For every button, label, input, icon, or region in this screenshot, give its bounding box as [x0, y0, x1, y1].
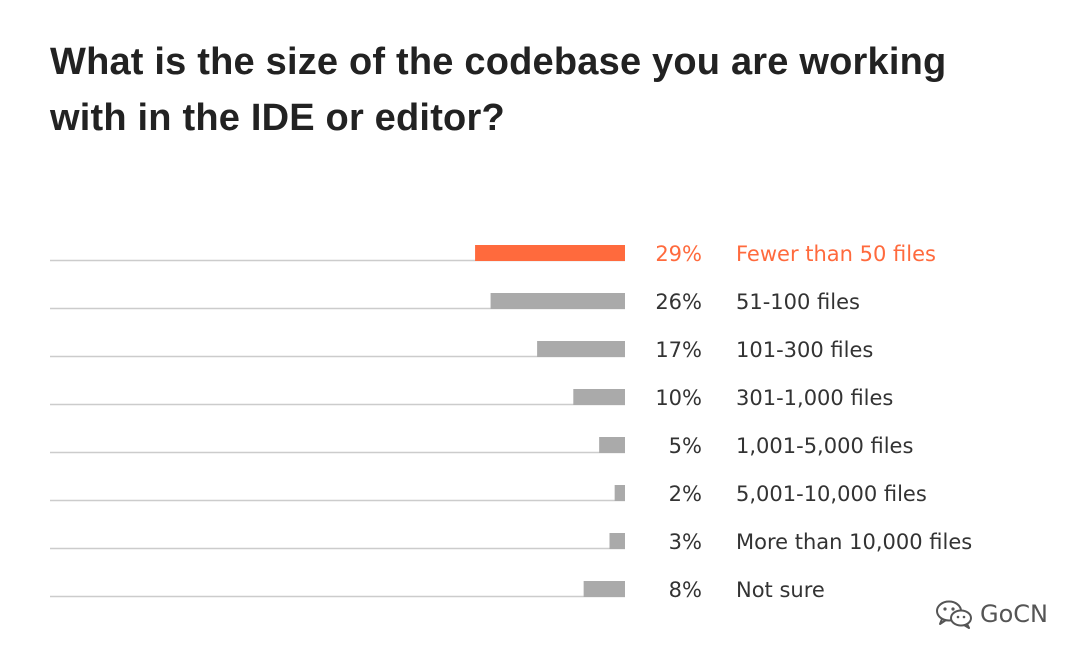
bar — [609, 533, 625, 549]
category-label: 1,001-5,000 files — [736, 434, 913, 458]
bar — [614, 485, 625, 501]
bar — [537, 341, 625, 357]
category-label: More than 10,000 files — [736, 530, 972, 554]
category-label: 101-300 files — [736, 338, 873, 362]
bar-row: 3% More than 10,000 files — [50, 530, 972, 554]
watermark-text: GoCN — [980, 600, 1048, 628]
bar-row: 26% 51-100 files — [50, 290, 860, 314]
bar-row: 10% 301-1,000 files — [50, 386, 893, 410]
value-label: 17% — [655, 338, 702, 362]
value-label: 8% — [669, 578, 702, 602]
bar-row: 5% 1,001-5,000 files — [50, 434, 913, 458]
value-label: 10% — [655, 386, 702, 410]
bar-row: 29% Fewer than 50 files — [50, 242, 936, 266]
wechat-icon — [934, 599, 974, 629]
value-label: 3% — [669, 530, 702, 554]
chart-title: What is the size of the codebase you are… — [50, 41, 947, 139]
category-label: 51-100 files — [736, 290, 860, 314]
category-label: Not sure — [736, 578, 825, 602]
value-label: 2% — [669, 482, 702, 506]
watermark: GoCN — [934, 599, 1048, 629]
bar — [583, 581, 625, 597]
bar — [599, 437, 625, 453]
bar — [573, 389, 625, 405]
value-label: 26% — [655, 290, 702, 314]
category-label: 301-1,000 files — [736, 386, 893, 410]
category-label: Fewer than 50 files — [736, 242, 936, 266]
value-label: 29% — [655, 242, 702, 266]
category-label: 5,001-10,000 files — [736, 482, 927, 506]
value-label: 5% — [669, 434, 702, 458]
bar-row: 17% 101-300 files — [50, 338, 873, 362]
bar — [475, 245, 625, 261]
bar-row: 8% Not sure — [50, 578, 825, 602]
bar — [490, 293, 625, 309]
bar-row: 2% 5,001-10,000 files — [50, 482, 927, 506]
